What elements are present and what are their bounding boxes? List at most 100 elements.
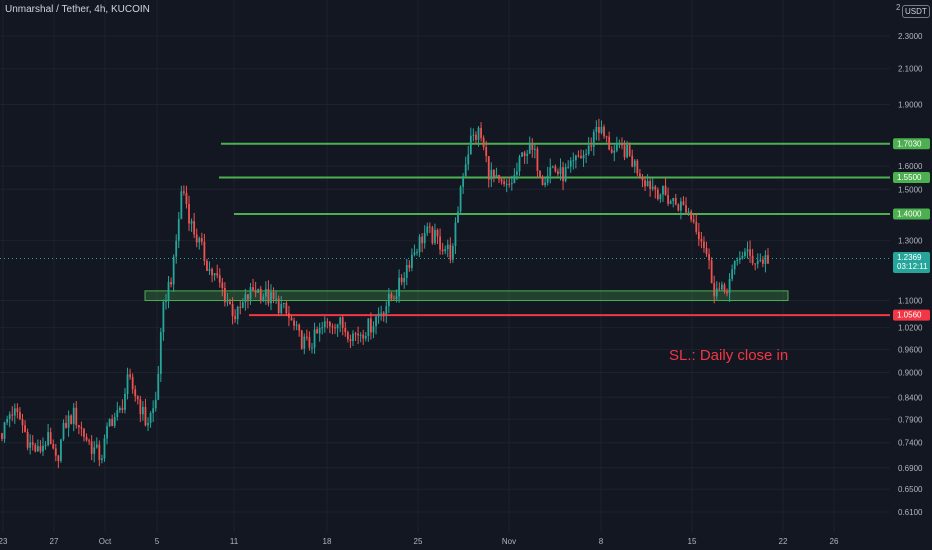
price-tag-label: 1.4000: [897, 210, 922, 219]
candle-body: [531, 143, 534, 150]
candle-body: [257, 288, 260, 293]
candle-body: [346, 332, 349, 340]
candle-body: [165, 301, 167, 303]
candle-body: [275, 298, 278, 300]
candle-body: [592, 131, 595, 147]
x-axis-tick-label: Nov: [502, 537, 516, 546]
candle-body: [623, 145, 626, 158]
candle-body: [764, 255, 767, 264]
x-axis-tick-label: 27: [50, 537, 59, 546]
candle-body: [226, 301, 229, 303]
candle-body: [221, 282, 224, 288]
candle-body: [208, 269, 211, 271]
x-axis-tick-label: 26: [830, 537, 839, 546]
candle-body: [574, 155, 577, 161]
candle-body: [305, 336, 308, 338]
x-axis-tick-label: 11: [230, 537, 239, 546]
candle-body: [270, 292, 272, 304]
candle-body: [462, 176, 465, 187]
candle-body: [339, 317, 342, 325]
candle-body: [518, 156, 521, 172]
candle-body: [231, 304, 234, 317]
candle-body: [582, 154, 585, 159]
currency-badge[interactable]: USDT: [902, 5, 930, 18]
candle-body: [380, 312, 383, 314]
candle-body: [639, 173, 641, 179]
x-axis[interactable]: 23 27 Oct 5 11 18 25 Nov 8 15 22 26: [0, 537, 839, 546]
candle-body: [605, 136, 608, 138]
candle-body: [252, 287, 254, 291]
candle-body: [172, 256, 175, 285]
candle-body: [111, 419, 114, 426]
candle-body: [229, 301, 231, 305]
candle-body: [577, 155, 580, 157]
y-axis[interactable]: 2.3000 2.1000 1.9000 1.6000 1.5000 1.3000 1.10…: [896, 3, 923, 517]
candle-body: [751, 255, 754, 264]
candle-body: [685, 205, 687, 213]
candle-body: [195, 234, 198, 243]
candle-body: [600, 126, 603, 133]
candle-body: [633, 160, 636, 167]
candle-body: [546, 175, 549, 183]
candle-body: [761, 259, 764, 264]
candles: [1, 118, 769, 469]
candle-body: [692, 219, 695, 222]
candle-body: [75, 407, 78, 426]
candle-body: [223, 287, 226, 303]
candle-body: [598, 127, 600, 133]
candle-body: [203, 241, 206, 261]
candle-body: [710, 260, 713, 284]
candle-body: [349, 339, 352, 342]
candle-body: [241, 302, 244, 308]
candle-body: [95, 444, 98, 448]
candle-body: [618, 143, 621, 145]
candle-body: [264, 289, 267, 297]
candle-body: [439, 236, 441, 250]
candle-body: [382, 312, 385, 315]
candle-body: [8, 414, 11, 420]
price-tag-label: 03:12:11: [897, 262, 928, 271]
candle-body: [188, 203, 190, 224]
candle-body: [662, 185, 664, 195]
candle-body: [677, 204, 680, 211]
price-tag-label: 1.7030: [897, 139, 922, 148]
candle-body: [736, 259, 739, 262]
candle-body: [728, 279, 731, 294]
candle-body: [88, 440, 91, 442]
candle-body: [139, 399, 142, 415]
candle-body: [400, 277, 403, 283]
candle-body: [182, 191, 185, 193]
candle-body: [595, 127, 598, 132]
candle-body: [239, 306, 242, 308]
candle-body: [628, 144, 631, 156]
candle-body: [290, 317, 293, 321]
candle-body: [144, 406, 147, 426]
candle-body: [495, 174, 498, 177]
candle-body: [557, 171, 559, 175]
y-axis-tick-label: 0.8400: [898, 393, 923, 402]
candle-body: [44, 445, 47, 447]
candle-body: [659, 194, 662, 200]
price-tag: [893, 138, 930, 150]
candle-body: [608, 136, 611, 150]
support-zone: [144, 290, 789, 302]
candle-body: [510, 183, 513, 185]
candle-body: [142, 406, 144, 415]
candle-body: [669, 201, 672, 204]
candle-body: [674, 197, 677, 205]
candle-body: [705, 247, 708, 254]
candle-body: [580, 156, 582, 159]
candle-body: [72, 407, 75, 424]
candle-body: [408, 265, 411, 268]
candle-body: [731, 269, 734, 280]
candle-body: [206, 260, 208, 271]
candle-body: [170, 282, 172, 285]
candle-body: [410, 254, 413, 268]
candle-body: [49, 432, 52, 445]
y-axis-tick-label: 2: [896, 3, 901, 12]
candle-body: [359, 334, 362, 336]
candle-body: [308, 337, 311, 348]
candle-body: [700, 239, 703, 242]
